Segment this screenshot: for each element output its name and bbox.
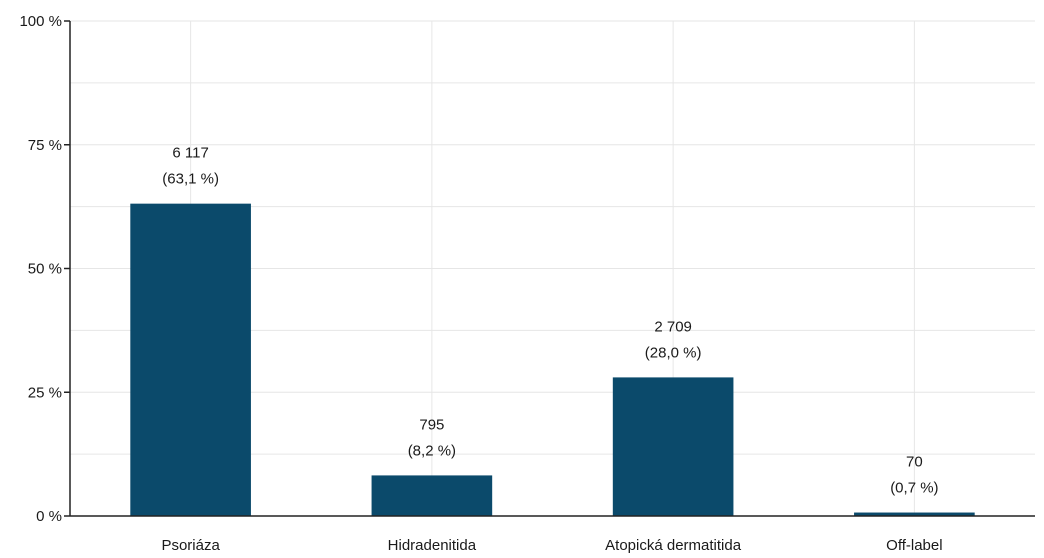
bar-3 — [612, 377, 734, 516]
bar-count-label: 70 — [906, 454, 923, 471]
bar-count-label: 6 117 — [172, 145, 208, 162]
bar-percent-label: (63,1 %) — [162, 171, 219, 188]
bar-percent-label: (8,2 %) — [408, 442, 456, 459]
category-label: Psoriáza — [161, 537, 220, 553]
bar-2 — [371, 475, 493, 516]
y-tick-label: 25 % — [28, 384, 62, 401]
bar-percent-label: (0,7 %) — [890, 480, 938, 497]
category-label: Atopická dermatitida — [605, 537, 742, 553]
y-tick-label: 50 % — [28, 261, 62, 278]
category-label: Hidradenitida — [388, 537, 477, 553]
bar-4 — [854, 512, 975, 516]
bars — [130, 203, 975, 516]
y-tick-label: 100 % — [19, 13, 62, 30]
bar-percent-label: (28,0 %) — [645, 344, 702, 361]
bar-1 — [130, 203, 251, 516]
y-tick-label: 75 % — [28, 137, 62, 154]
y-tick-label: 0 % — [36, 508, 62, 525]
category-label: Off-label — [886, 537, 942, 553]
bar-count-label: 795 — [419, 416, 444, 433]
axes — [64, 20, 1035, 517]
labels: 6 117 (63,1 %) Psoriáza 795 (8,2 %) Hidradeni… — [19, 13, 942, 554]
bar-count-label: 2 709 — [654, 318, 692, 335]
